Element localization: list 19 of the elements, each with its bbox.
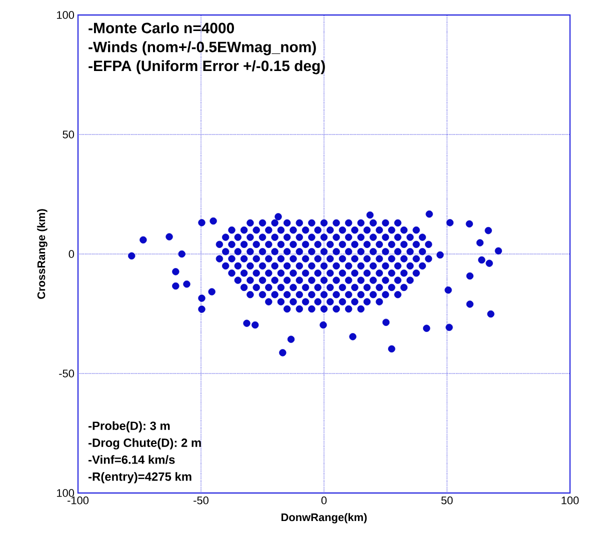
- x-tick-label: -100: [68, 496, 89, 504]
- y-axis-title: CrossRange (km): [37, 209, 48, 299]
- annotation: -EFPA (Uniform Error +/-0.15 deg): [88, 60, 325, 74]
- y-tick-label: 50: [62, 130, 74, 138]
- x-tick-label: 50: [441, 496, 453, 504]
- y-tick-label: 100: [57, 11, 74, 19]
- y-tick-label: 0: [68, 250, 74, 258]
- y-tick-label: 100: [57, 489, 74, 497]
- x-tick-label: 100: [562, 496, 579, 504]
- y-tick-label: -50: [59, 370, 74, 378]
- annotation: -R(entry)=4275 km: [88, 472, 192, 484]
- x-tick-label: -50: [194, 496, 208, 504]
- annotation: -Monte Carlo n=4000: [88, 22, 234, 34]
- annotation: -Winds (nom+/-0.5EWmag_nom): [88, 41, 316, 56]
- annotation: -Probe(D): 3 m: [88, 421, 170, 432]
- annotation: -Vinf=6.14 km/s: [88, 455, 175, 464]
- annotation: -Drog Chute(D): 2 m: [88, 438, 201, 450]
- x-axis-title: DonwRange(km): [282, 513, 367, 524]
- x-tick-label: 0: [321, 496, 327, 504]
